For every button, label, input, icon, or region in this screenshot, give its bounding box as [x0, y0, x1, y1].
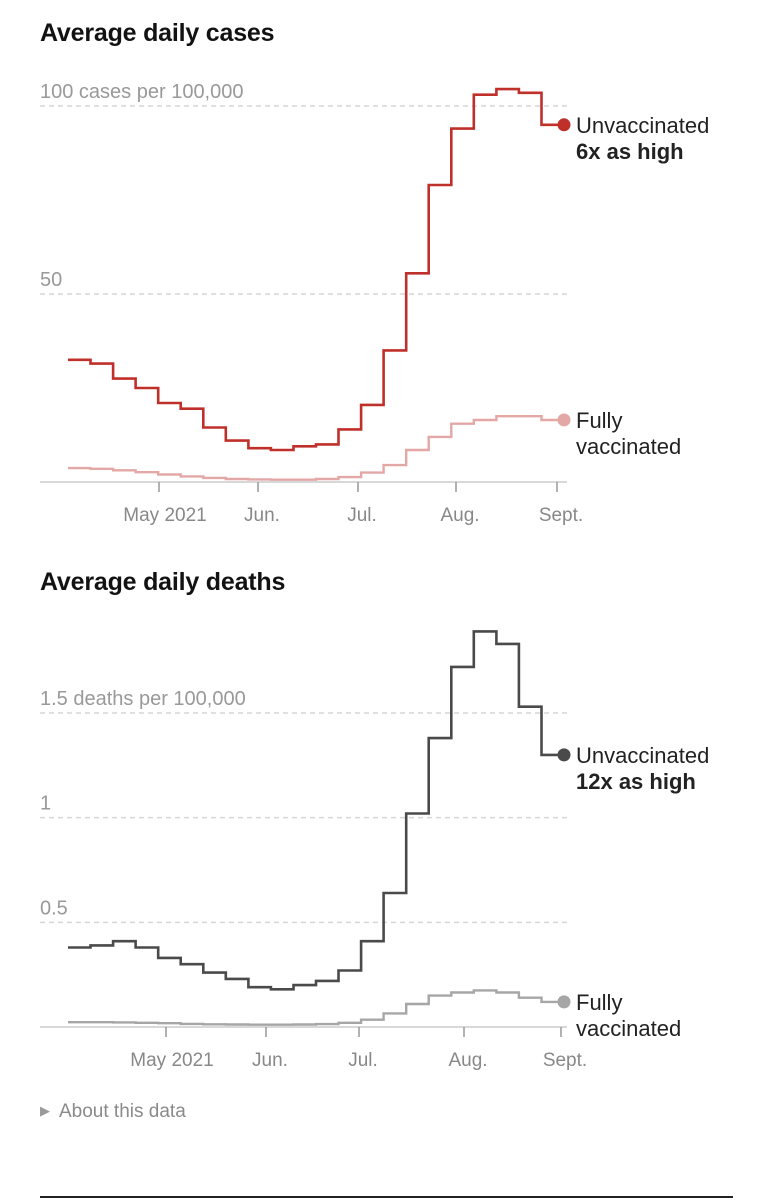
series-label-line: vaccinated — [576, 1016, 681, 1041]
series-line-unvaccinated — [68, 87, 564, 452]
x-tick-label: Jul. — [347, 505, 377, 526]
series-label: Unvaccinated — [576, 113, 709, 138]
about-this-data-label: About this data — [59, 1101, 186, 1122]
series-annotation: 6x as high — [576, 139, 684, 164]
x-tick-label: Sept. — [539, 505, 583, 526]
about-this-data-toggle[interactable]: ▶ About this data — [40, 1101, 186, 1123]
series-end-dot — [557, 748, 571, 762]
cases-chart: Average daily cases 100 cases per 100,00… — [0, 0, 773, 545]
x-tick-label: May 2021 — [130, 1050, 213, 1071]
y-tick-label: 100 cases per 100,000 — [40, 81, 244, 103]
bottom-divider — [40, 1196, 733, 1198]
deaths-chart-title: Average daily deaths — [40, 568, 286, 596]
x-tick-label: Aug. — [440, 505, 479, 526]
cases-chart-plot: 100 cases per 100,000 50 May 2021 Jun. Jul. A… — [40, 81, 709, 526]
series-end-dot — [557, 995, 571, 1009]
series-line-unvaccinated — [68, 630, 564, 991]
series-label-line: Fully — [576, 990, 622, 1015]
deaths-chart-plot: 1.5 deaths per 100,000 1 0.5 May 2021 Jun. Ju… — [40, 630, 709, 1071]
x-tick-label: Sept. — [543, 1050, 587, 1071]
series-end-dot — [557, 413, 571, 427]
cases-chart-title: Average daily cases — [40, 19, 275, 47]
series-label-line: vaccinated — [576, 434, 681, 459]
series-label: Fully vaccinated — [576, 990, 681, 1041]
series-end-dot — [557, 118, 571, 132]
series-label-line: Fully — [576, 408, 622, 433]
x-tick-label: Aug. — [448, 1050, 487, 1071]
deaths-chart: Average daily deaths 1.5 deaths per 100,… — [0, 545, 773, 1090]
series-line-fully-vaccinated — [68, 415, 564, 481]
y-tick-label: 1.5 deaths per 100,000 — [40, 688, 246, 710]
series-label: Unvaccinated — [576, 743, 709, 768]
triangle-right-icon: ▶ — [40, 1103, 50, 1118]
y-tick-label: 50 — [40, 269, 62, 291]
x-tick-label: Jun. — [252, 1050, 288, 1071]
x-tick-label: May 2021 — [123, 505, 206, 526]
series-annotation: 12x as high — [576, 769, 696, 794]
y-tick-label: 0.5 — [40, 897, 68, 919]
series-label: Fully vaccinated — [576, 408, 681, 459]
x-tick-label: Jun. — [244, 505, 280, 526]
y-tick-label: 1 — [40, 793, 51, 815]
series-line-fully-vaccinated — [68, 989, 564, 1026]
x-tick-label: Jul. — [348, 1050, 378, 1071]
